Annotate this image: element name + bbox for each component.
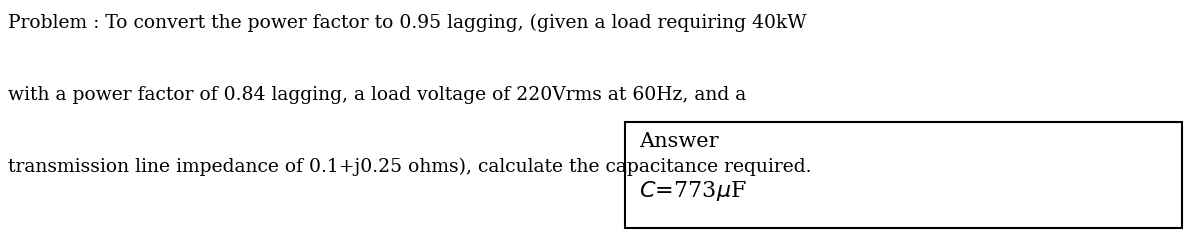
Bar [625, 122, 1182, 228]
Text: Problem : To convert the power factor to 0.95 lagging, (given a load requiring 4: Problem : To convert the power factor to… [8, 14, 806, 32]
Text: with a power factor of 0.84 lagging, a load voltage of 220Vrms at 60Hz, and a: with a power factor of 0.84 lagging, a l… [8, 86, 746, 104]
Text: Answer: Answer [640, 132, 719, 151]
Text: transmission line impedance of 0.1+j0.25 ohms), calculate the capacitance requir: transmission line impedance of 0.1+j0.25… [8, 158, 811, 176]
Text: $C$=773$\mu$F: $C$=773$\mu$F [640, 179, 746, 203]
